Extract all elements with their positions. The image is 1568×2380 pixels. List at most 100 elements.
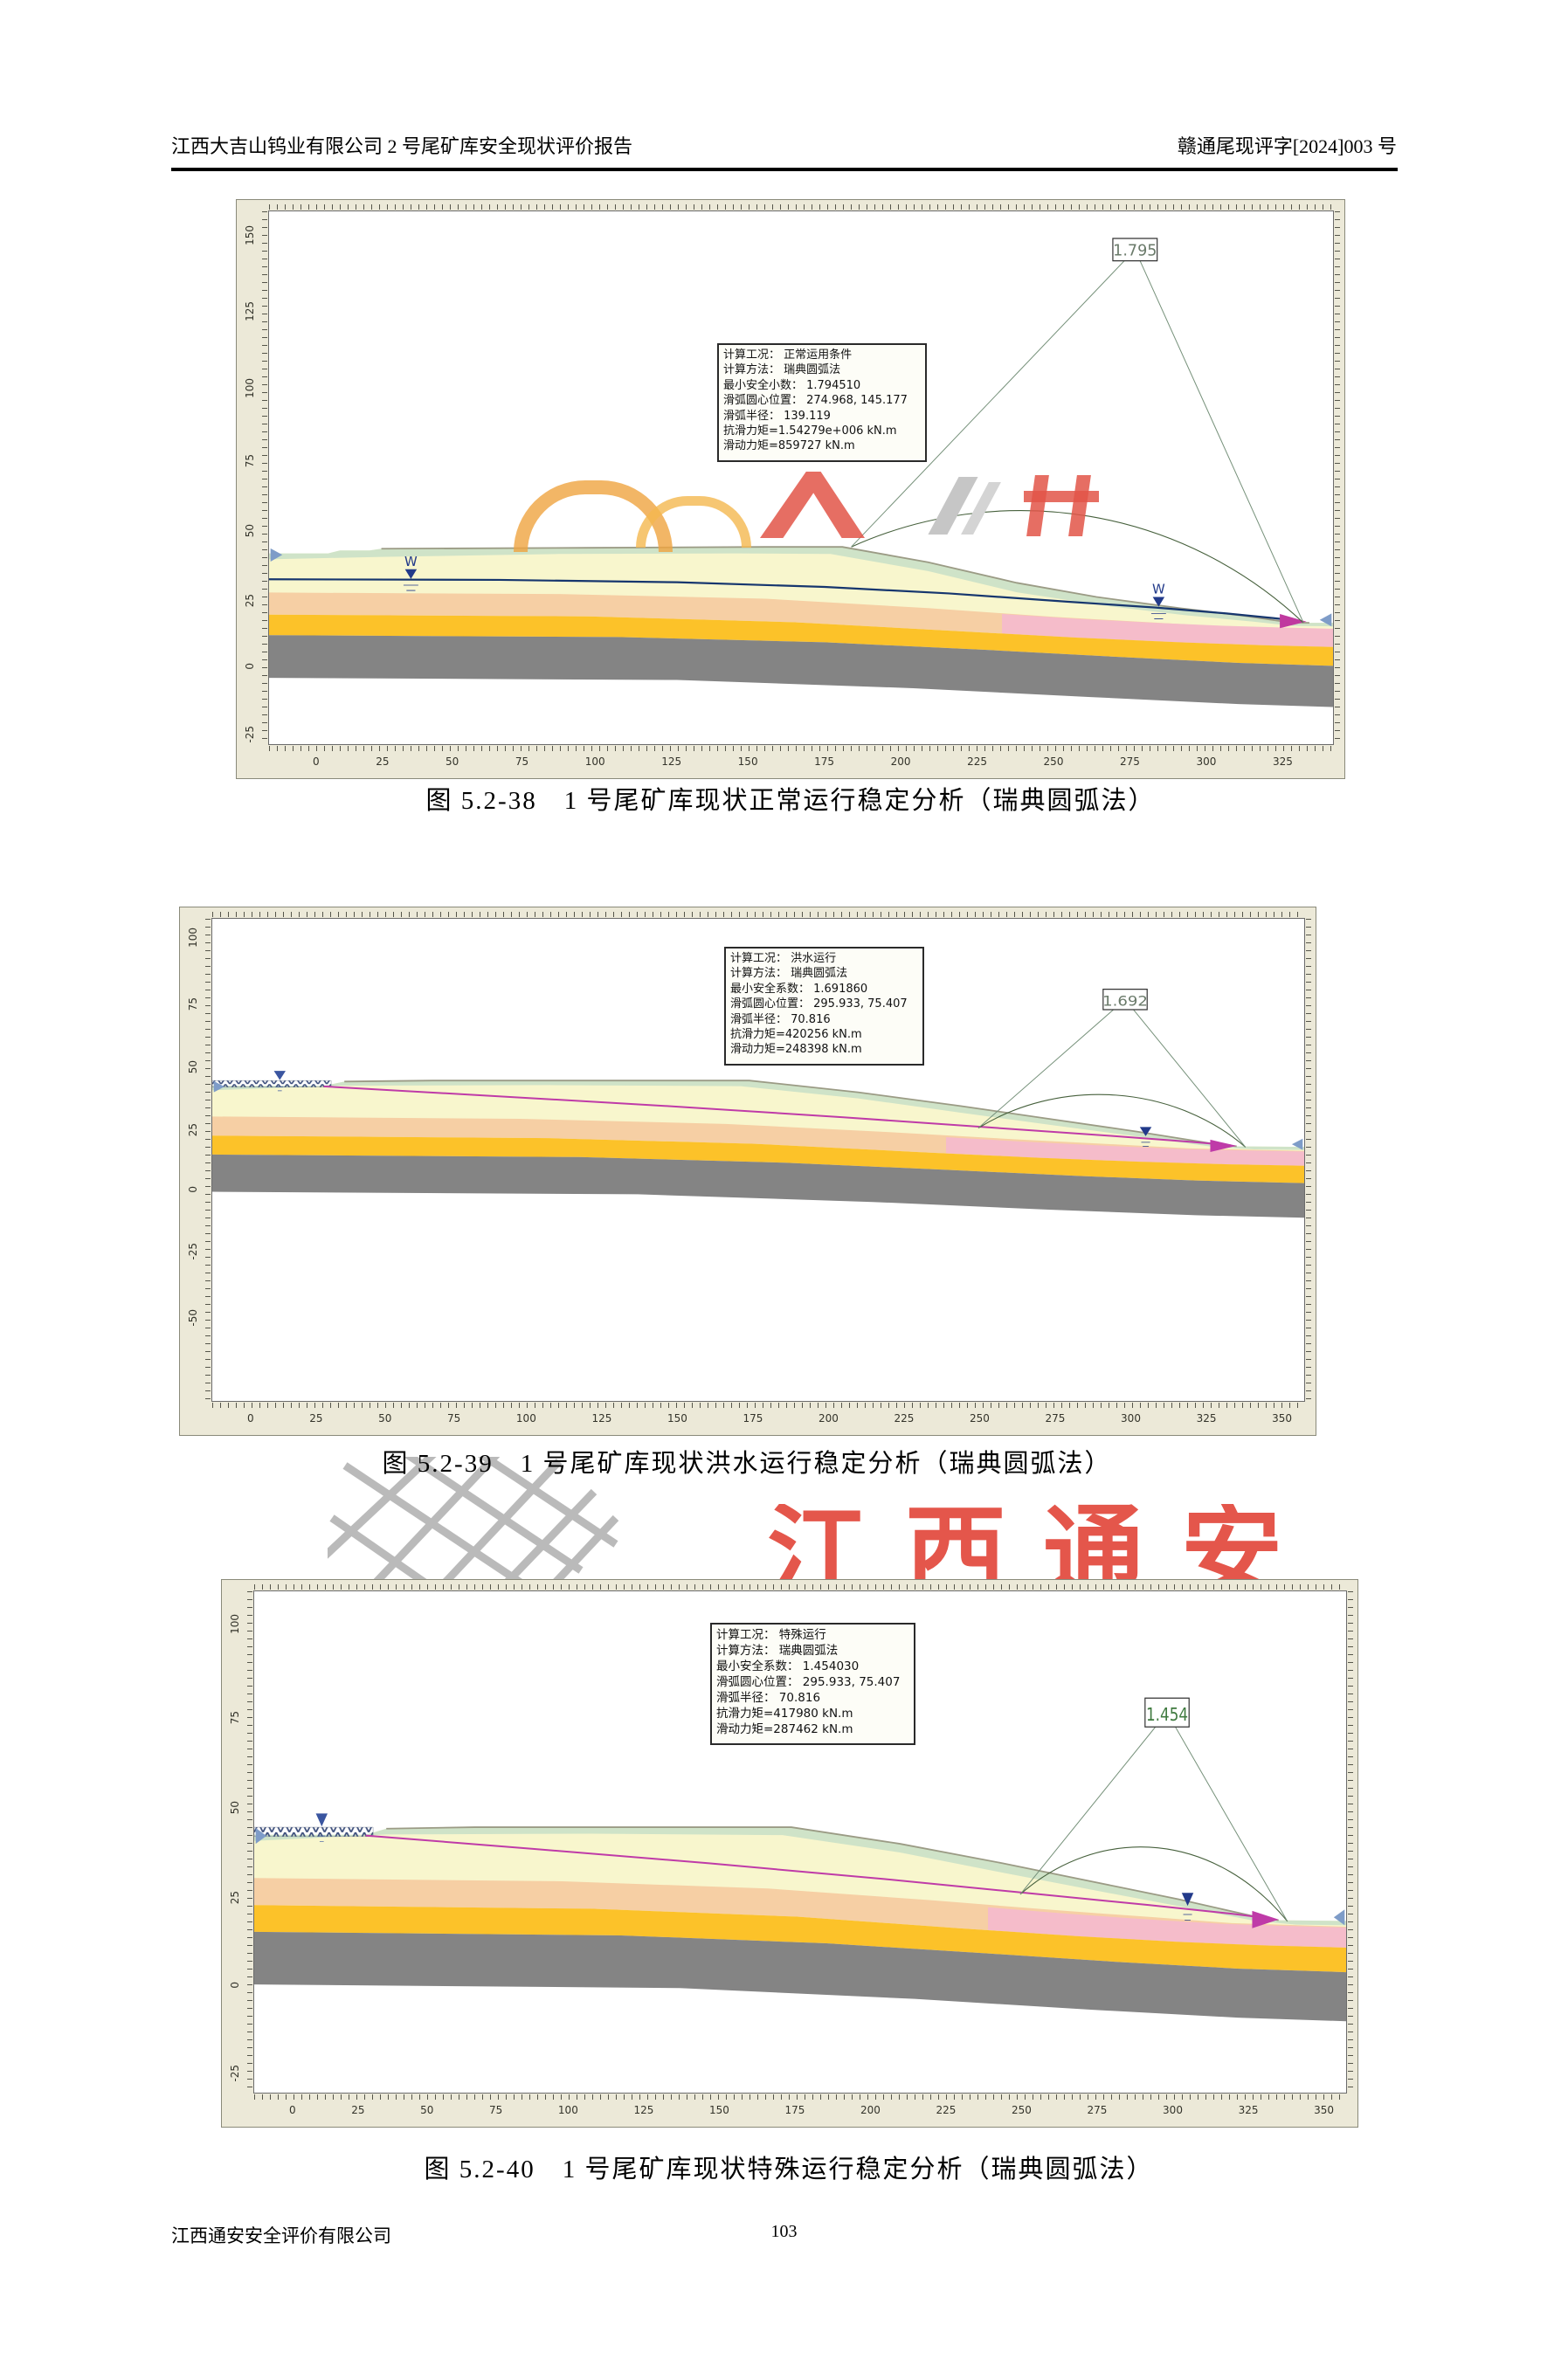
- ruler-ticks-left: [262, 211, 267, 744]
- calculation-info-line: 滑弧半径： 70.816: [716, 1691, 821, 1705]
- x-tick-label: 150: [667, 1412, 687, 1425]
- calculation-info-line: 滑弧半径： 139.119: [723, 409, 831, 423]
- figure-caption-3: 图 5.2-40 1 号尾矿库现状特殊运行稳定分析（瑞典圆弧法）: [424, 2156, 1154, 2183]
- x-tick-label: 50: [378, 1412, 392, 1425]
- x-axis-labels: 0 25 50 75 100 125 150 175 200 225 250 275 300 325: [268, 755, 1334, 773]
- ruler-ticks-top: [269, 204, 1333, 210]
- x-tick-label: 150: [708, 2104, 729, 2116]
- watermark-logo-fragment: [489, 470, 1136, 552]
- x-tick-label: 300: [1163, 2104, 1183, 2116]
- calculation-info-line: 计算方法： 瑞典圆弧法: [730, 967, 848, 981]
- calculation-info-line: 滑动力矩=287462 kN.m: [716, 1722, 853, 1736]
- x-tick-label: 0: [247, 1412, 254, 1425]
- y-axis-labels: 100 75 50 25 0 -25 -50: [182, 918, 204, 1402]
- water-marker-triangle: [404, 569, 418, 579]
- factor-label: 1.795: [1113, 243, 1157, 260]
- calculation-info-line: 最小安全小数： 1.794510: [723, 378, 861, 392]
- watermark-red-shape: [760, 472, 865, 538]
- x-tick-label: 100: [515, 1412, 536, 1425]
- x-tick-label: 125: [591, 1412, 612, 1425]
- layer-pink-lens: [946, 1137, 1304, 1166]
- slip-radius-lines: [978, 999, 1246, 1147]
- header-report-title: 江西大吉山钨业有限公司 2 号尾矿库安全现状评价报告: [171, 135, 633, 157]
- y-axis-labels: 150 125 100 75 50 25 0 -25: [238, 210, 261, 745]
- y-tick-label: 100: [229, 1614, 241, 1634]
- ruler-ticks-right: [1335, 211, 1340, 744]
- layer-gray-base: [212, 1154, 1304, 1218]
- x-tick-label: 200: [890, 755, 911, 768]
- y-tick-label: 100: [244, 377, 256, 398]
- ruler-ticks-right: [1348, 1591, 1353, 2093]
- x-tick-label: 225: [936, 2104, 957, 2116]
- footer-page-number: 103: [770, 2222, 798, 2241]
- y-tick-label: 125: [244, 301, 256, 322]
- y-tick-label: 75: [187, 997, 199, 1011]
- slip-radius-lines: [852, 250, 1304, 623]
- calculation-info-box: 计算工况： 洪水运行 计算方法： 瑞典圆弧法 最小安全系数： 1.691860 滑弧圆…: [724, 947, 924, 1066]
- phreatic-exit-arrow: [1210, 1139, 1237, 1152]
- layer-gray-base: [269, 635, 1333, 707]
- layer-gold-band: [212, 1135, 1304, 1183]
- x-tick-label: 75: [489, 2104, 503, 2116]
- y-tick-label: 50: [187, 1059, 199, 1074]
- x-tick-label: 75: [447, 1412, 461, 1425]
- figure-caption-2: 图 5.2-39 1 号尾矿库现状洪水运行稳定分析（瑞典圆弧法）: [382, 1450, 1112, 1478]
- slip-circle-arc: [978, 1094, 1246, 1147]
- y-tick-label: 50: [244, 523, 256, 538]
- x-tick-label: 250: [1012, 2104, 1032, 2116]
- y-tick-label: -25: [229, 2065, 241, 2082]
- x-tick-label: 350: [1272, 1412, 1292, 1425]
- x-axis-labels: 0 25 50 75 100 125 150 175 200 225 250 275 300 325 350: [253, 2104, 1347, 2121]
- x-axis-labels: 0 25 50 75 100 125 150 175 200 225 250 275 300 325 350: [211, 1412, 1305, 1430]
- x-tick-label: 200: [818, 1412, 839, 1425]
- x-tick-label: 325: [1272, 755, 1293, 768]
- phreatic-line: [324, 1087, 1231, 1145]
- x-tick-label: 75: [515, 755, 529, 768]
- calculation-info-line: 滑弧半径： 70.816: [730, 1012, 831, 1026]
- watermark-lattice-logo: [328, 1457, 619, 1581]
- calculation-info-box: 计算工况： 特殊运行 计算方法： 瑞典圆弧法 最小安全系数： 1.454030 滑弧圆…: [710, 1623, 915, 1745]
- y-tick-label: -50: [187, 1309, 199, 1327]
- ruler-ticks-left: [205, 919, 211, 1401]
- x-tick-label: 50: [420, 2104, 434, 2116]
- water-marker-lines: [403, 585, 418, 590]
- y-tick-label: 50: [229, 1801, 241, 1815]
- x-tick-label: 250: [1043, 755, 1064, 768]
- right-boundary-marker: [1319, 613, 1332, 627]
- layer-gold-band: [269, 614, 1333, 666]
- x-tick-label: 250: [970, 1412, 990, 1425]
- calculation-info-line: 滑弧圆心位置： 295.933, 75.407: [716, 1675, 901, 1689]
- slope-surface-outline: [344, 1080, 1237, 1146]
- footer-company: 江西通安安全评价有限公司: [171, 2225, 391, 2246]
- x-tick-label: 50: [446, 755, 459, 768]
- calculation-info-line: 计算工况： 正常运用条件: [723, 348, 853, 362]
- calculation-info-line: 抗滑力矩=417980 kN.m: [716, 1707, 853, 1721]
- x-tick-label: 275: [1045, 1412, 1066, 1425]
- x-tick-label: 300: [1196, 755, 1217, 768]
- stability-section-svg: 1.692: [212, 919, 1304, 1218]
- calculation-info-line: 最小安全系数： 1.691860: [730, 982, 868, 996]
- y-tick-label: -25: [187, 1242, 199, 1260]
- x-tick-label: 175: [743, 1412, 763, 1425]
- x-tick-label: 100: [557, 2104, 578, 2116]
- y-tick-label: 25: [244, 593, 256, 607]
- x-tick-label: 350: [1314, 2104, 1334, 2116]
- x-tick-label: 125: [633, 2104, 654, 2116]
- calculation-info-line: 抗滑力矩=420256 kN.m: [730, 1028, 862, 1042]
- y-tick-label: 25: [229, 1891, 241, 1905]
- water-marker-label: W: [404, 554, 418, 569]
- stability-chart-normal: 150 125 100 75 50 25 0 -25 0 25 50 75 100 125 150 175 2…: [236, 199, 1345, 779]
- y-tick-label: 100: [187, 928, 199, 948]
- calculation-info-line: 滑弧圆心位置： 295.933, 75.407: [730, 997, 908, 1011]
- calculation-info-line: 滑动力矩=859727 kN.m: [723, 439, 855, 453]
- water-marker-triangle-2: [1152, 597, 1165, 607]
- x-tick-label: 125: [661, 755, 682, 768]
- x-tick-label: 150: [737, 755, 758, 768]
- figure-caption-1: 图 5.2-38 1 号尾矿库现状正常运行稳定分析（瑞典圆弧法）: [425, 787, 1156, 815]
- calculation-info-line: 计算方法： 瑞典圆弧法: [723, 363, 841, 377]
- x-tick-label: 300: [1121, 1412, 1141, 1425]
- x-tick-label: 325: [1196, 1412, 1217, 1425]
- watermark-red-stroke: [1068, 475, 1091, 536]
- x-tick-label: 25: [376, 755, 390, 768]
- calculation-info-box: 计算工况： 正常运用条件 计算方法： 瑞典圆弧法 最小安全小数： 1.794510 滑…: [717, 343, 927, 462]
